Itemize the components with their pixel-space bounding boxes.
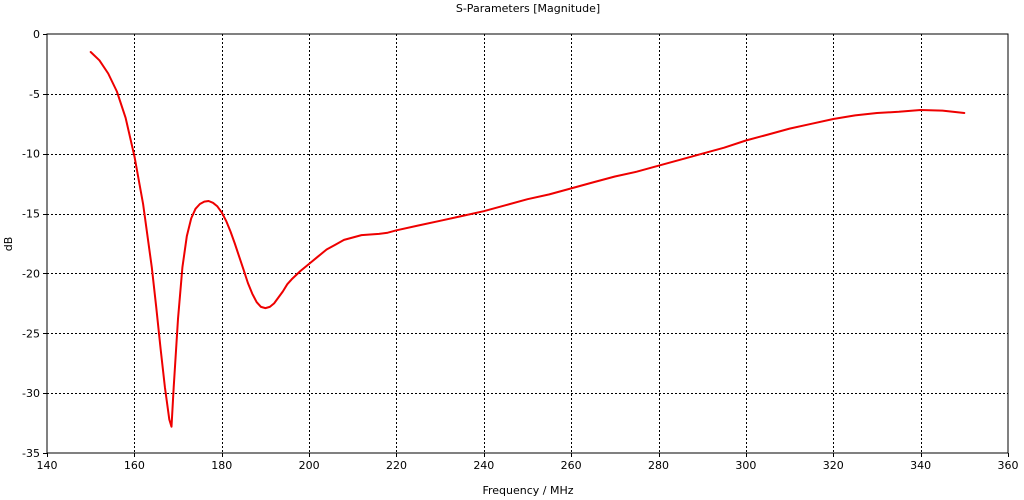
y-axis-label: dB — [2, 237, 15, 252]
x-tick-label: 260 — [561, 459, 582, 472]
x-tick-label: 280 — [648, 459, 669, 472]
y-tick-label: -10 — [22, 148, 40, 161]
x-tick-label: 320 — [823, 459, 844, 472]
axis-ticks — [43, 34, 1009, 457]
y-tick-label: -20 — [22, 267, 40, 280]
x-tick-label: 240 — [473, 459, 494, 472]
y-tick-label: -25 — [22, 327, 40, 340]
y-tick-label: -15 — [22, 208, 40, 221]
series-line — [89, 51, 966, 428]
y-tick-label: -30 — [22, 387, 40, 400]
grid — [47, 34, 1008, 453]
x-tick-label: 200 — [299, 459, 320, 472]
series-layer — [89, 51, 966, 428]
y-tick-label: 0 — [33, 28, 40, 41]
x-tick-label: 340 — [910, 459, 931, 472]
x-tick-label: 140 — [37, 459, 58, 472]
x-tick-label: 160 — [124, 459, 145, 472]
x-tick-label: 300 — [735, 459, 756, 472]
y-tick-label: -5 — [29, 88, 40, 101]
x-tick-label: 180 — [211, 459, 232, 472]
x-axis-tick-labels: 140 160 180 200 220 240 260 280 300 320 340 360 — [37, 459, 1019, 472]
y-tick-label: -35 — [22, 447, 40, 460]
x-axis-label: Frequency / MHz — [482, 484, 573, 497]
chart-title: S-Parameters [Magnitude] — [456, 2, 600, 15]
y-axis-tick-labels: 0 -5 -10 -15 -20 -25 -30 -35 — [22, 28, 40, 460]
x-tick-label: 220 — [386, 459, 407, 472]
plot-area-frame — [46, 33, 1009, 454]
x-tick-label: 360 — [998, 459, 1019, 472]
